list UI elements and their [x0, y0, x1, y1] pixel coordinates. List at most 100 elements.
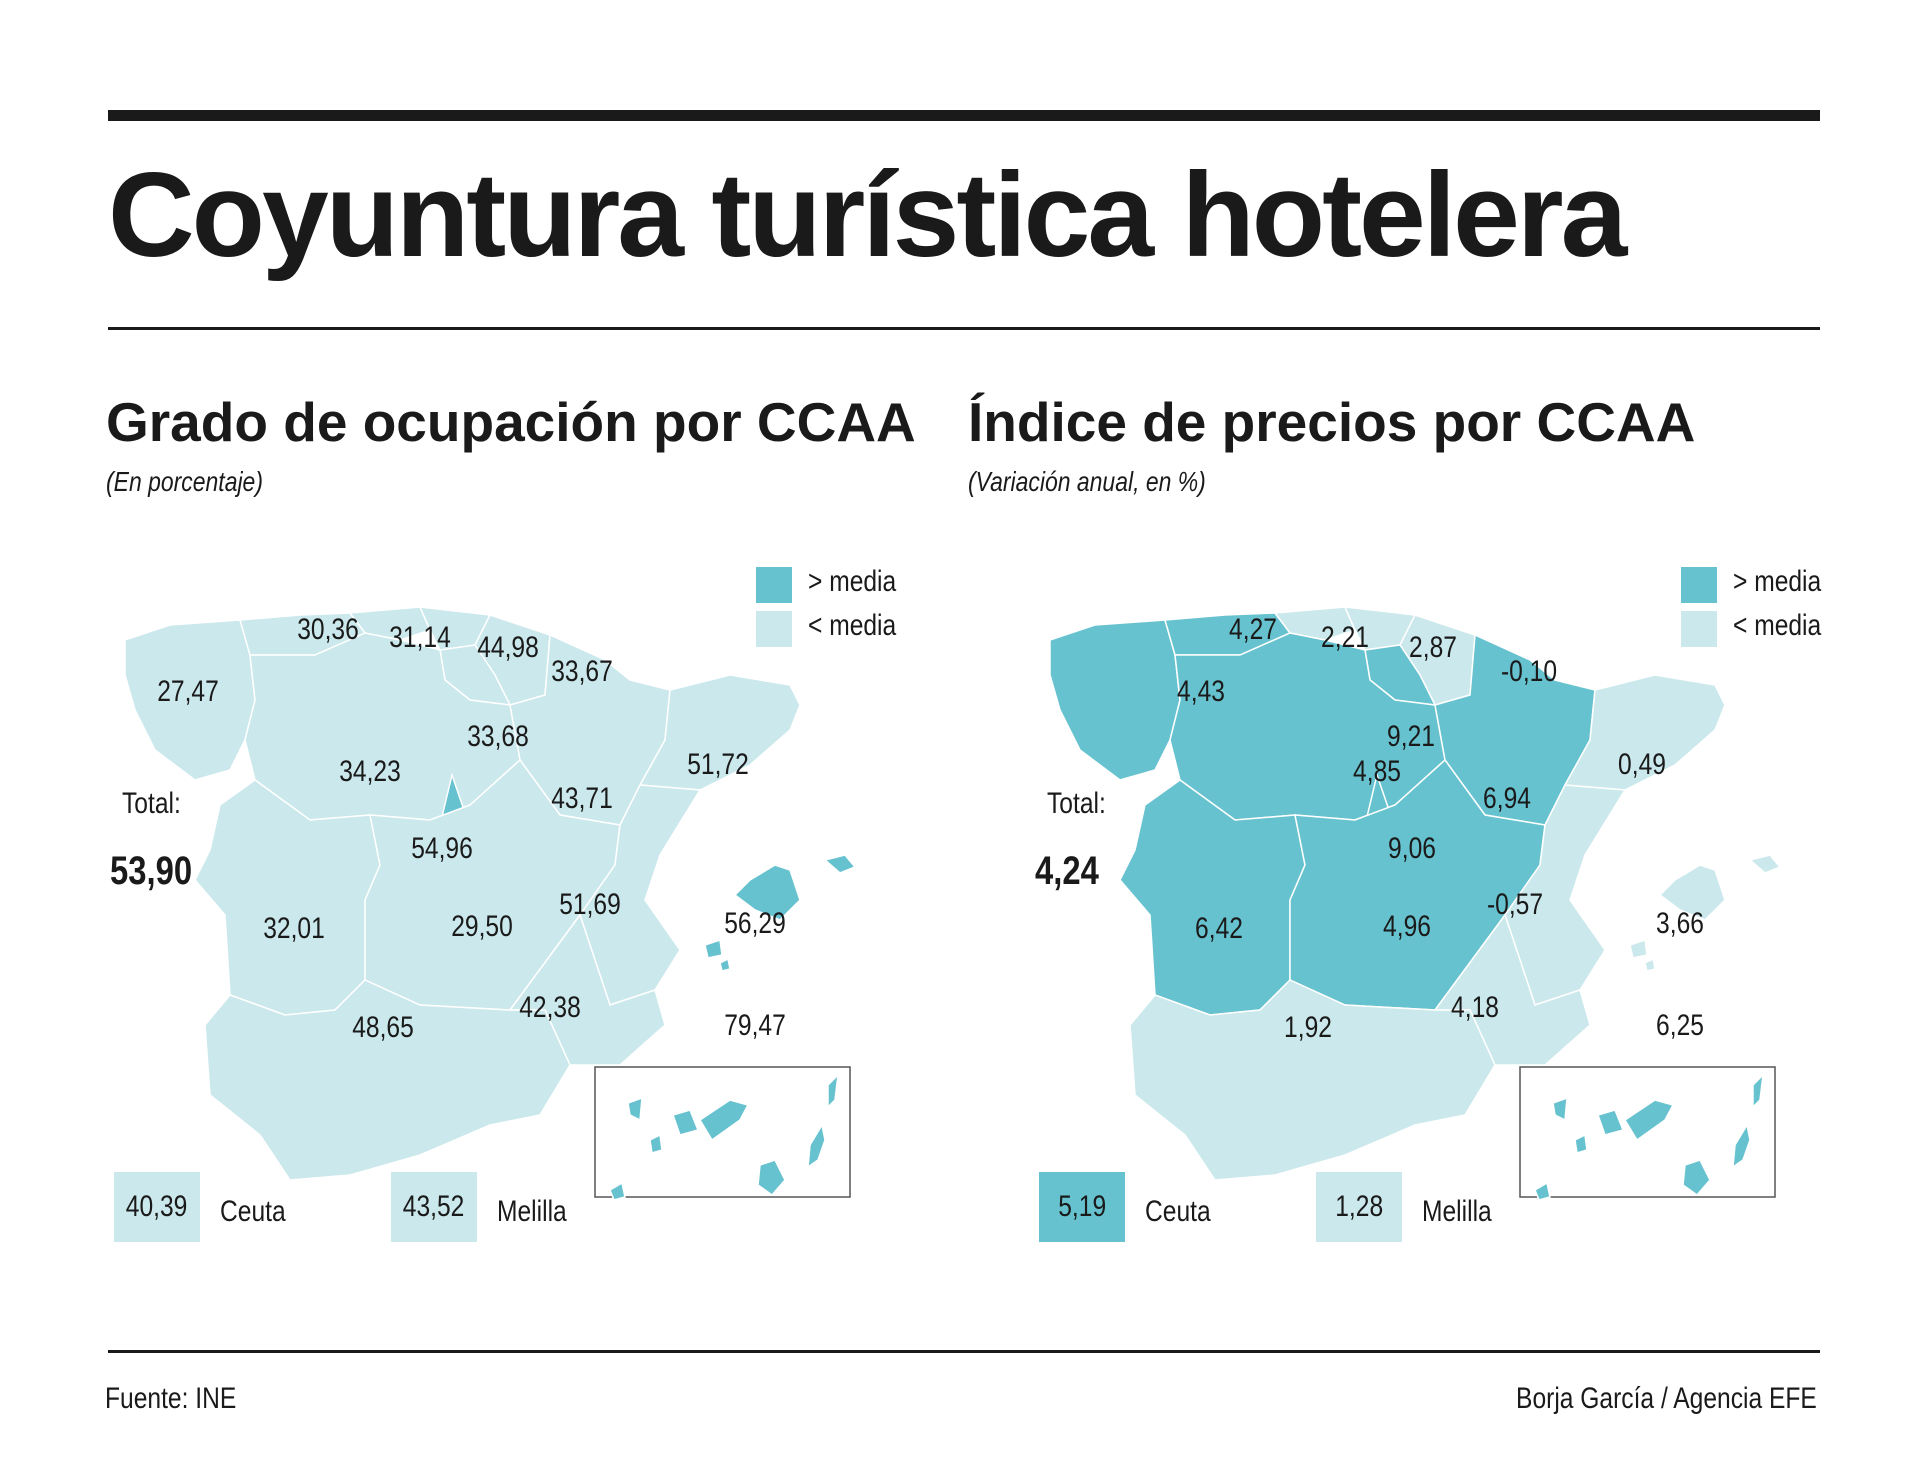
value-label-castilla-la-mancha: 29,50 [451, 910, 513, 943]
value-label-cataluna: 0,49 [1618, 748, 1666, 781]
price-index-map: 4,43 4,27 2,21 2,87 -0,10 9,21 4,85 6,94 0,49 9,0… [1025, 555, 1845, 1275]
value-label-castilla-leon: 34,23 [339, 755, 401, 788]
melilla-label: Melilla [1422, 1195, 1492, 1228]
ceuta-value-box: 5,19 [1039, 1172, 1125, 1242]
page-title: Coyuntura turística hotelera [108, 148, 1627, 282]
value-label-galicia: 4,43 [1177, 675, 1225, 708]
value-label-navarra: -0,10 [1500, 655, 1558, 688]
right-map-svg [1049, 606, 1782, 1201]
value-label-aragon: 6,94 [1483, 782, 1531, 815]
region-canarias-island-1 [627, 1096, 643, 1122]
region-valencia [1504, 784, 1627, 1006]
region-cantabria [1273, 606, 1357, 641]
region-baleares-menorca [823, 854, 857, 874]
legend-below-swatch [756, 611, 792, 647]
region-cantabria [348, 606, 432, 641]
value-label-castilla-la-mancha: 4,96 [1383, 910, 1431, 943]
legend-below-swatch [1681, 611, 1717, 647]
total-label: Total: [122, 787, 181, 820]
total-value: 4,24 [1035, 849, 1099, 893]
ceuta-value-box: 40,39 [114, 1172, 200, 1242]
value-label-madrid: 9,06 [1388, 832, 1436, 865]
legend-above-swatch [756, 567, 792, 603]
region-baleares-formentera [719, 957, 731, 972]
value-label-cantabria: 2,21 [1321, 621, 1369, 654]
melilla-label: Melilla [497, 1195, 567, 1228]
value-label-cataluna: 51,72 [687, 748, 749, 781]
region-canarias-island-6 [807, 1122, 826, 1169]
title-divider [108, 327, 1820, 330]
occupancy-map: 27,47 30,36 31,14 44,98 33,67 33,68 34,23 43,71… [100, 555, 920, 1275]
value-label-galicia: 27,47 [157, 675, 219, 708]
region-galicia [1049, 619, 1181, 781]
region-canarias-island-7 [1752, 1072, 1765, 1109]
region-canarias-island-8 [1534, 1181, 1551, 1201]
value-label-valencia: -0,57 [1486, 888, 1544, 921]
value-label-extremadura: 6,42 [1195, 912, 1243, 945]
region-canarias-island-2 [672, 1109, 700, 1136]
melilla-value-box: 1,28 [1316, 1172, 1402, 1242]
value-label-canarias: 79,47 [724, 1009, 786, 1042]
value-label-aragon: 43,71 [551, 782, 613, 815]
value-label-extremadura: 32,01 [263, 912, 325, 945]
region-baleares-ibiza [1629, 939, 1648, 959]
region-canarias-island-5 [757, 1159, 786, 1197]
ceuta-value: 40,39 [126, 1190, 188, 1223]
value-label-asturias: 30,36 [297, 613, 359, 646]
value-label-murcia: 4,18 [1451, 991, 1499, 1024]
left-map-svg [124, 606, 857, 1201]
value-label-madrid: 54,96 [411, 832, 473, 865]
legend-above-swatch [1681, 567, 1717, 603]
region-valencia [579, 784, 702, 1006]
region-canarias-island-8 [609, 1181, 626, 1201]
region-canarias-island-4 [698, 1099, 750, 1142]
legend-above-label: > media [808, 565, 897, 598]
value-label-baleares: 56,29 [724, 907, 786, 940]
source-note: Fuente: INE [105, 1382, 237, 1415]
value-label-cantabria: 31,14 [389, 621, 451, 654]
melilla-value: 43,52 [403, 1190, 465, 1223]
legend-above-label: > media [1733, 565, 1822, 598]
legend-below-label: < media [808, 609, 897, 642]
region-andalucia [1129, 979, 1496, 1181]
region-canarias-island-3 [649, 1133, 663, 1154]
value-label-andalucia: 48,65 [352, 1011, 414, 1044]
region-canarias-island-2 [1597, 1109, 1625, 1136]
region-canarias-island-7 [827, 1072, 840, 1109]
region-galicia [124, 619, 256, 781]
value-label-rioja: 33,68 [467, 720, 529, 753]
ceuta-label: Ceuta [220, 1195, 286, 1228]
legend-below-label: < media [1733, 609, 1822, 642]
region-baleares-menorca [1748, 854, 1782, 874]
right-map-note: (Variación anual, en %) [968, 466, 1206, 497]
total-value: 53,90 [110, 849, 193, 893]
region-cataluna [638, 674, 801, 791]
region-canarias-island-5 [1682, 1159, 1711, 1197]
value-label-valencia: 51,69 [559, 888, 621, 921]
region-canarias-island-6 [1732, 1122, 1751, 1169]
value-label-baleares: 3,66 [1656, 907, 1704, 940]
value-label-castilla-leon: 4,85 [1353, 755, 1401, 788]
credit-note: Borja García / Agencia EFE [1516, 1382, 1817, 1415]
value-label-murcia: 42,38 [519, 991, 581, 1024]
melilla-value: 1,28 [1335, 1190, 1383, 1223]
value-label-canarias: 6,25 [1656, 1009, 1704, 1042]
value-label-pais-vasco: 44,98 [477, 631, 539, 664]
footer-divider [108, 1350, 1820, 1353]
total-label: Total: [1047, 787, 1106, 820]
right-map-title: Índice de precios por CCAA [968, 391, 1696, 453]
value-label-asturias: 4,27 [1229, 613, 1277, 646]
value-label-navarra: 33,67 [551, 655, 613, 688]
value-label-rioja: 9,21 [1387, 720, 1435, 753]
region-andalucia [204, 979, 571, 1181]
region-baleares-formentera [1644, 957, 1656, 972]
region-baleares-mallorca [733, 864, 801, 921]
left-map-title: Grado de ocupación por CCAA [106, 391, 916, 453]
melilla-value-box: 43,52 [391, 1172, 477, 1242]
region-cataluna [1563, 674, 1726, 791]
region-canarias-island-3 [1574, 1133, 1588, 1154]
ceuta-value: 5,19 [1058, 1190, 1106, 1223]
region-canarias-island-4 [1623, 1099, 1675, 1142]
value-label-pais-vasco: 2,87 [1409, 631, 1457, 664]
region-baleares-mallorca [1658, 864, 1726, 921]
